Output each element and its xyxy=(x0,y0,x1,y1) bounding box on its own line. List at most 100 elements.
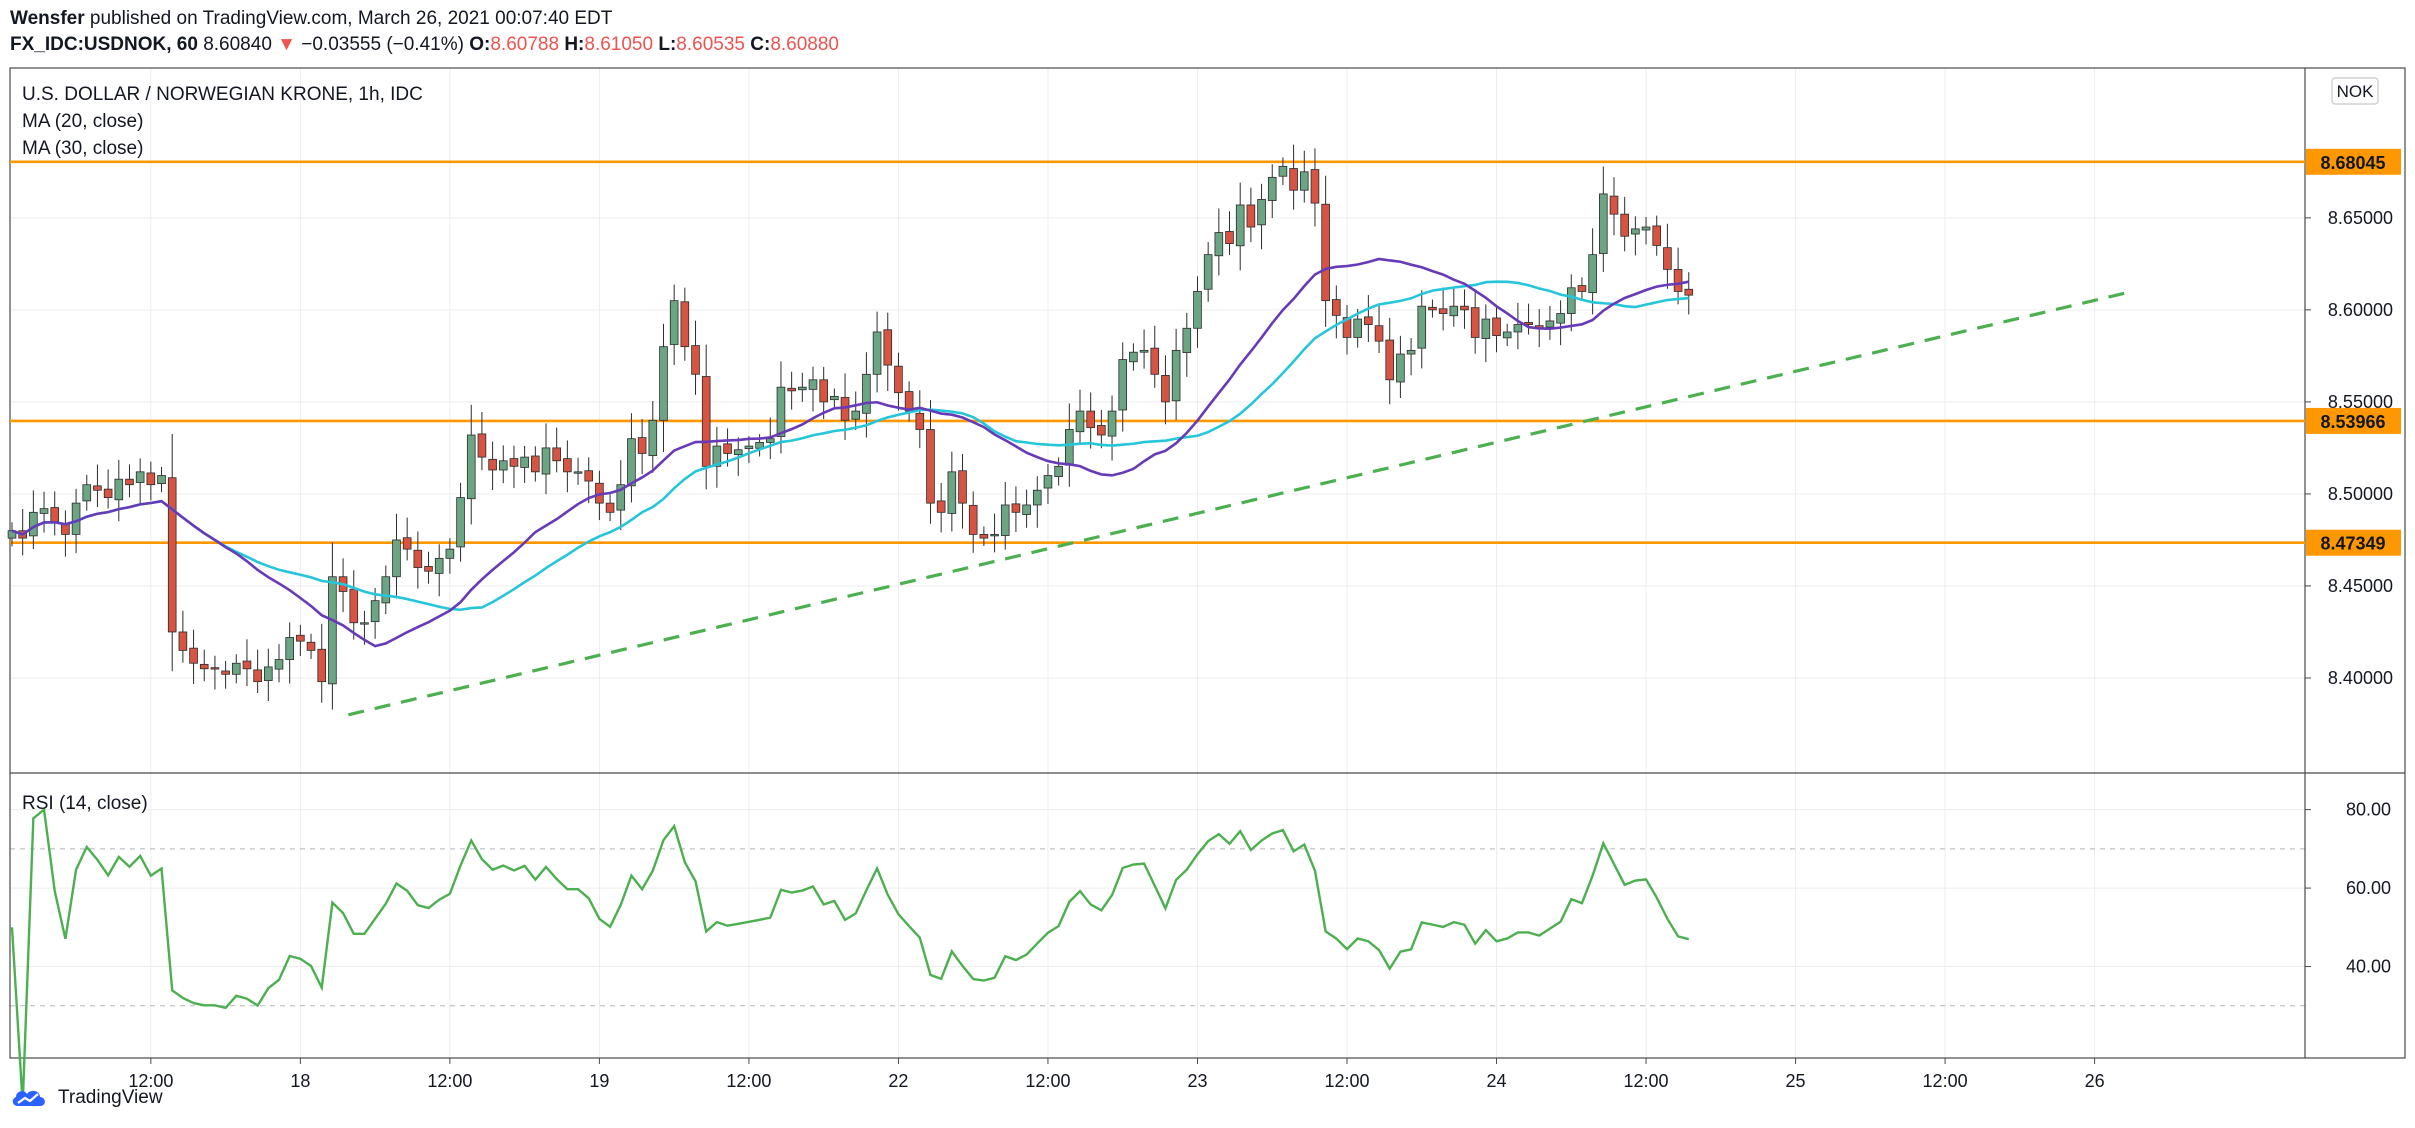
time-tick-label-6: 12:00 xyxy=(1025,1071,1070,1091)
candle-body xyxy=(1075,410,1085,433)
last-price: 8.60840 xyxy=(203,34,272,55)
candle-body xyxy=(370,600,380,623)
candle-50 xyxy=(541,423,551,495)
candle-body xyxy=(1556,313,1565,324)
candle-129 xyxy=(1385,317,1395,405)
candle-body xyxy=(424,566,433,572)
trendline[interactable] xyxy=(348,289,2133,717)
candle-body xyxy=(1481,318,1491,339)
candle-body xyxy=(659,346,668,421)
candle-body xyxy=(776,386,786,437)
candle-60 xyxy=(648,401,658,473)
legend-title: U.S. DOLLAR / NORWEGIAN KRONE, 1h, IDC xyxy=(22,84,423,105)
candle-108 xyxy=(1161,355,1170,425)
candle-body xyxy=(733,449,743,455)
candle-65 xyxy=(701,344,711,490)
candle-body xyxy=(616,484,626,511)
legend-rsi[interactable]: RSI (14, close) xyxy=(22,793,148,814)
candle-74 xyxy=(798,372,807,402)
candle-18 xyxy=(199,649,209,682)
candle-25 xyxy=(274,644,284,683)
candle-4 xyxy=(50,491,60,536)
candle-10 xyxy=(114,459,124,522)
candle-106 xyxy=(1139,329,1149,369)
time-tick-label-3: 19 xyxy=(589,1071,609,1091)
candle-131 xyxy=(1406,338,1416,376)
candle-107 xyxy=(1150,325,1160,388)
candle-155 xyxy=(1663,223,1672,289)
candle-83 xyxy=(894,352,903,411)
currency-badge[interactable]: NOK xyxy=(2331,77,2379,105)
ma20-line xyxy=(11,257,1690,648)
candle-20 xyxy=(221,660,230,689)
candle-body xyxy=(1107,410,1117,437)
candle-body xyxy=(1353,318,1362,338)
candle-body xyxy=(39,508,49,514)
candle-97 xyxy=(1043,464,1053,504)
candle-body xyxy=(1278,165,1288,177)
price-change: −0.03555 (−0.41%) xyxy=(301,34,464,55)
author-name[interactable]: Wensfer xyxy=(10,8,85,29)
footer[interactable]: TradingView xyxy=(10,1086,163,1110)
tradingview-logo-icon xyxy=(12,1090,45,1106)
candle-body xyxy=(167,477,177,633)
candle-body xyxy=(82,484,92,502)
candle-19 xyxy=(210,655,220,690)
candle-136 xyxy=(1460,289,1469,329)
legend-ma20[interactable]: MA (20, close) xyxy=(22,111,143,132)
candle-body xyxy=(872,331,882,375)
candle-54 xyxy=(584,457,594,504)
candle-body xyxy=(1214,232,1224,257)
candle-12 xyxy=(135,458,145,505)
level-tag-2 xyxy=(2306,529,2401,556)
time-tick-label-7: 23 xyxy=(1187,1071,1207,1091)
candle-body xyxy=(573,471,583,474)
price-axis[interactable]: 8.40000 8.45000 8.50000 8.55000 8.60000 8.650… xyxy=(2305,208,2393,688)
candle-88 xyxy=(947,451,957,532)
candle-body xyxy=(1332,299,1341,316)
candle-149 xyxy=(1599,166,1608,273)
candle-body xyxy=(744,445,754,450)
candle-73 xyxy=(787,371,796,410)
candle-47 xyxy=(509,445,519,489)
candle-102 xyxy=(1097,410,1106,449)
candle-body xyxy=(584,470,594,482)
candle-body xyxy=(1321,203,1330,302)
candle-49 xyxy=(531,446,540,482)
candle-13 xyxy=(146,461,156,501)
candle-145 xyxy=(1556,300,1565,346)
candle-121 xyxy=(1299,150,1309,203)
candle-128 xyxy=(1374,304,1384,354)
published-text: published on TradingView.com, March 26, … xyxy=(89,8,613,29)
candle-body xyxy=(1150,347,1160,375)
candle-body xyxy=(114,478,124,501)
candles xyxy=(7,144,1694,710)
candle-90 xyxy=(968,491,978,553)
time-tick-label-12: 12:00 xyxy=(1923,1071,1968,1091)
candle-body xyxy=(1684,288,1694,296)
candle-body xyxy=(1139,349,1149,353)
time-tick-label-1: 18 xyxy=(290,1071,310,1091)
candle-27 xyxy=(296,624,305,657)
candle-body xyxy=(1257,199,1266,226)
candle-58 xyxy=(627,413,636,503)
candle-body xyxy=(926,429,935,504)
legend-ma30[interactable]: MA (30, close) xyxy=(22,138,143,159)
candle-119 xyxy=(1278,157,1288,186)
candle-66 xyxy=(712,426,722,488)
candle-body xyxy=(434,557,444,574)
symbol-label[interactable]: FX_IDC:USDNOK, 60 xyxy=(10,34,198,55)
candle-body xyxy=(1460,305,1469,311)
candle-body xyxy=(1342,317,1352,338)
candle-body xyxy=(381,576,391,604)
candle-105 xyxy=(1129,343,1138,371)
candle-29 xyxy=(317,623,327,703)
time-tick-label-0: 12:00 xyxy=(128,1071,173,1091)
candle-body xyxy=(1310,169,1320,204)
candle-100 xyxy=(1075,389,1085,445)
candle-135 xyxy=(1449,286,1459,327)
time-axis[interactable]: 12:00 18 12:00 19 12:00 22 12:00 23 12:00 24 12:00… xyxy=(128,1058,2105,1091)
candle-body xyxy=(830,395,839,401)
candle-body xyxy=(157,475,166,485)
